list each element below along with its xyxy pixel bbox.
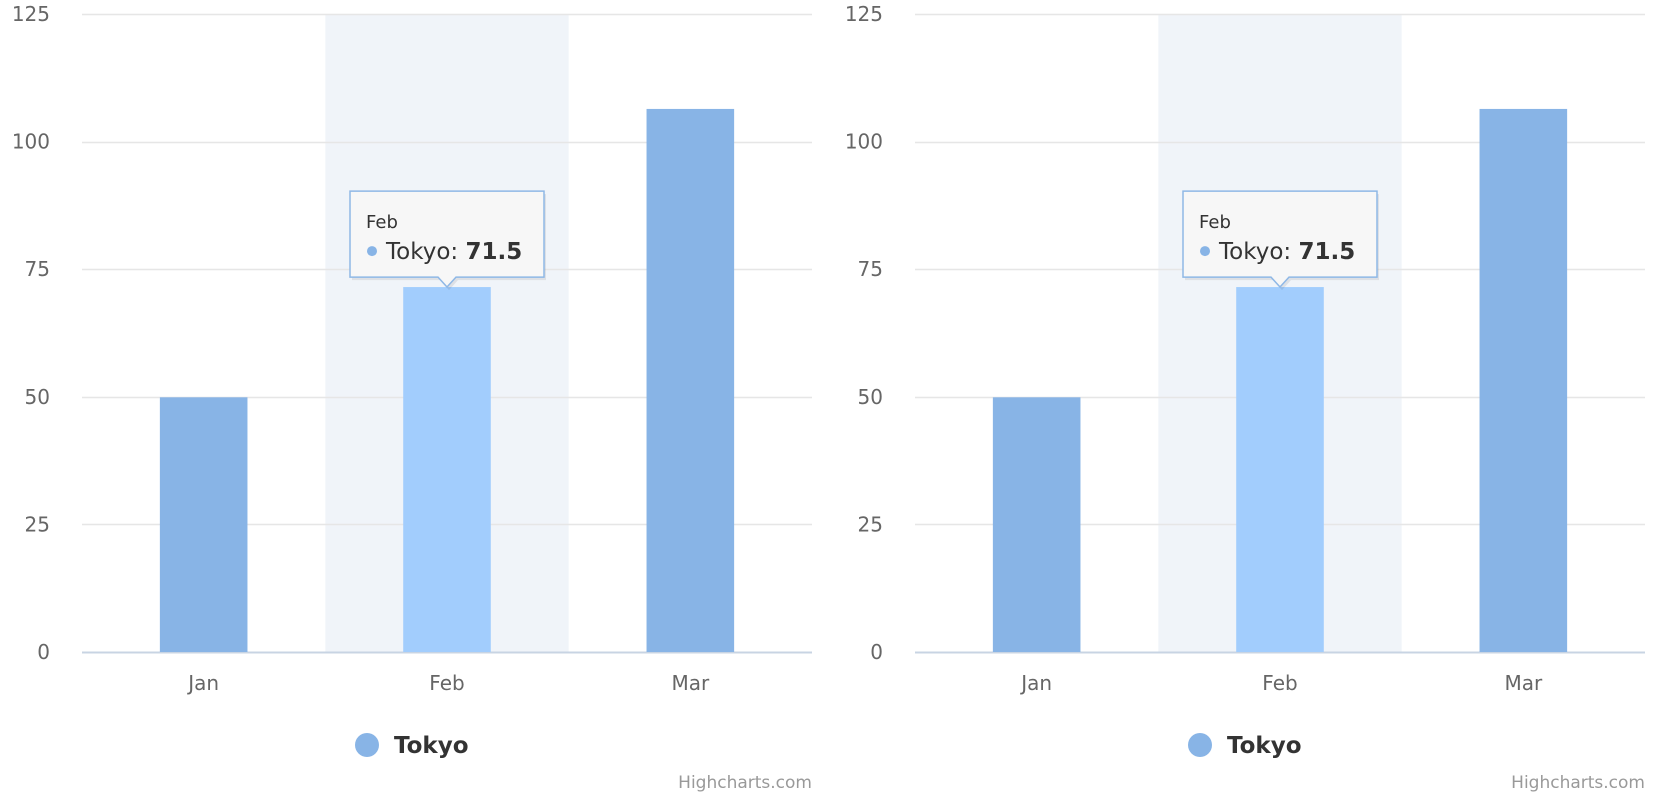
tooltip-value: 71.5 [465,239,522,265]
bar-jan[interactable] [159,397,248,652]
x-tick-label: Feb [429,671,464,695]
legend-label: Tokyo [1227,733,1302,759]
legend-label: Tokyo [394,733,469,759]
x-tick-label: Jan [1019,671,1052,695]
y-tick-label: 25 [25,512,50,536]
y-tick-label: 25 [858,512,883,536]
tooltip-marker [1200,246,1210,257]
y-tick-label: 50 [25,385,50,409]
chart-right: 0 25 50 75 100 125 Jan Feb Mar Tokyo Highcharts.co… [845,2,1645,793]
y-tick-label: 75 [858,257,883,281]
tooltip-header: Feb [366,212,398,233]
tooltip-marker [367,246,377,257]
y-tick-label: 125 [845,2,883,26]
chart-left: 0 25 50 75 100 125 Jan Feb Mar Tokyo Highcharts.co… [12,2,812,793]
x-tick-label: Mar [1504,671,1543,695]
bar-feb[interactable] [1236,287,1324,652]
credits-link[interactable]: Highcharts.com [678,773,812,793]
bar-feb[interactable] [403,287,491,652]
tooltip-header: Feb [1199,212,1231,233]
x-tick-label: Jan [186,671,219,695]
credits-link[interactable]: Highcharts.com [1511,773,1645,793]
y-tick-label: 125 [12,2,50,26]
tooltip: Feb Tokyo: 71.5 [349,190,546,291]
y-tick-label: 0 [37,640,50,664]
legend-marker [1188,733,1212,757]
y-tick-label: 0 [870,640,883,664]
tooltip-value: 71.5 [1298,239,1355,265]
legend-item[interactable]: Tokyo [1188,733,1302,759]
tooltip-text: Tokyo: 71.5 [1218,239,1355,265]
tooltip-box [1182,190,1378,289]
bar-jan[interactable] [992,397,1081,652]
y-tick-label: 100 [845,130,883,154]
y-tick-label: 100 [12,130,50,154]
tooltip-series-name: Tokyo: [1218,239,1298,265]
y-tick-label: 75 [25,257,50,281]
legend-marker [355,733,379,757]
x-tick-label: Mar [671,671,710,695]
legend-item[interactable]: Tokyo [355,733,469,759]
tooltip-series-name: Tokyo: [385,239,465,265]
x-tick-label: Feb [1262,671,1297,695]
y-tick-label: 50 [858,385,883,409]
tooltip-text: Tokyo: 71.5 [385,239,522,265]
tooltip-box [349,190,545,289]
bar-mar[interactable] [1479,108,1568,653]
tooltip: Feb Tokyo: 71.5 [1182,190,1379,291]
bar-mar[interactable] [646,108,735,653]
